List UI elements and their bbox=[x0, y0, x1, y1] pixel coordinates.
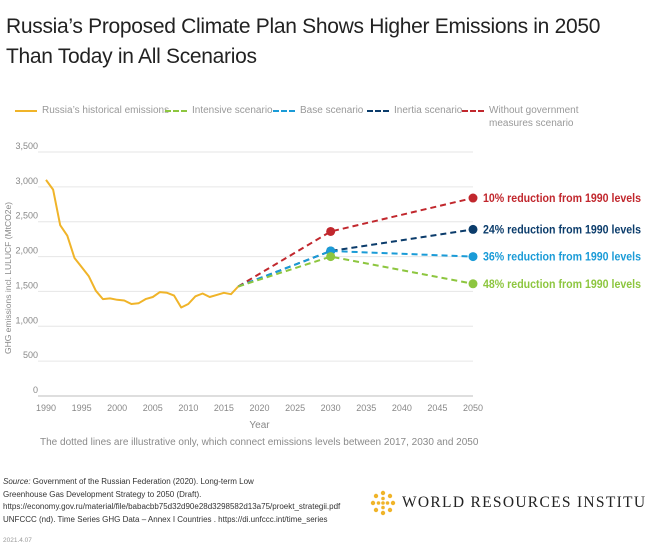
legend-swatch-without-measures bbox=[462, 110, 484, 112]
source-line-2: Greenhouse Gas Development Strategy to 2… bbox=[3, 489, 202, 499]
reduction-annotation: 10% reduction from 1990 levels bbox=[483, 193, 641, 205]
reduction-annotation: 24% reduction from 1990 levels bbox=[483, 224, 641, 236]
y-tick-label: 0 bbox=[33, 385, 38, 395]
legend-item-historical: Russia’s historical emissions bbox=[15, 104, 169, 117]
historical-line bbox=[45, 179, 239, 309]
y-tick-label: 3,000 bbox=[15, 176, 38, 186]
legend-label-base: Base scenario bbox=[300, 105, 364, 116]
y-tick-label: 2,500 bbox=[15, 211, 38, 221]
y-tick-label: 3,500 bbox=[15, 141, 38, 151]
x-tick-label: 2010 bbox=[178, 403, 198, 413]
scenario-line bbox=[237, 250, 474, 288]
x-tick-label: 2015 bbox=[214, 403, 234, 413]
legend: Russia’s historical emissions Intensive … bbox=[15, 104, 635, 136]
legend-swatch-historical bbox=[15, 110, 37, 112]
legend-label-inertia: Inertia scenario bbox=[394, 105, 463, 116]
scenario-point bbox=[468, 252, 478, 262]
x-tick-label: 2025 bbox=[285, 403, 305, 413]
y-axis-title: GHG emissions incl. LULUCF (MtCO2e) bbox=[3, 202, 13, 354]
y-tick-label: 1,500 bbox=[15, 280, 38, 290]
legend-item-inertia: Inertia scenario bbox=[367, 104, 462, 117]
wri-logo-text: WORLD RESOURCES INSTITUTE bbox=[402, 494, 645, 511]
legend-swatch-base bbox=[273, 110, 295, 112]
legend-item-base: Base scenario bbox=[273, 104, 363, 117]
x-tick-label: 2045 bbox=[427, 403, 447, 413]
x-tick-label: 1995 bbox=[72, 403, 92, 413]
source-line-4: UNFCCC (nd). Time Series GHG Data – Anne… bbox=[3, 514, 328, 524]
x-tick-label: 2005 bbox=[143, 403, 163, 413]
x-tick-label: 2040 bbox=[392, 403, 412, 413]
legend-swatch-intensive bbox=[165, 110, 187, 112]
date-stamp: 2021.4.07 bbox=[3, 537, 32, 544]
chart-title-line-2: Than Today in All Scenarios bbox=[6, 45, 257, 68]
x-axis-title: Year bbox=[249, 420, 270, 430]
reduction-annotation: 36% reduction from 1990 levels bbox=[483, 252, 641, 264]
x-tick-label: 1990 bbox=[36, 403, 56, 413]
x-tick-label: 2030 bbox=[321, 403, 341, 413]
chart-note: The dotted lines are illustrative only, … bbox=[40, 437, 479, 448]
source-block: Source: Government of the Russian Federa… bbox=[3, 476, 343, 526]
reduction-annotation: 48% reduction from 1990 levels bbox=[483, 279, 641, 291]
legend-label-intensive: Intensive scenario bbox=[192, 105, 273, 116]
scenario-line bbox=[237, 228, 474, 288]
chart-plot: 0 500 1,000 1,500 2,000 2,500 3,000 3,500 1990 19… bbox=[3, 141, 641, 430]
source-label: Source: bbox=[3, 477, 31, 486]
x-tick-label: 2035 bbox=[356, 403, 376, 413]
scenario-line bbox=[237, 255, 474, 288]
chart-title: Russia’s Proposed Climate Plan Shows Hig… bbox=[6, 12, 636, 72]
source-line-3: https://economy.gov.ru/material/file/bab… bbox=[3, 502, 341, 511]
legend-item-intensive: Intensive scenario bbox=[165, 104, 273, 117]
legend-label-historical: Russia’s historical emissions bbox=[42, 105, 170, 116]
scenario-point bbox=[326, 226, 336, 236]
scenario-line bbox=[237, 197, 474, 288]
y-tick-label: 500 bbox=[23, 350, 38, 360]
scenario-point bbox=[468, 279, 478, 289]
wri-logo: WORLD RESOURCES INSTITUTE bbox=[370, 490, 645, 516]
legend-label-without-measures: Without government measures scenario bbox=[489, 105, 579, 129]
scenario-point bbox=[326, 252, 336, 262]
legend-item-without-measures: Without government measures scenario bbox=[462, 104, 579, 130]
scenario-point bbox=[468, 224, 478, 234]
legend-swatch-inertia bbox=[367, 110, 389, 112]
y-tick-label: 1,000 bbox=[15, 315, 38, 325]
chart-title-line-1: Russia’s Proposed Climate Plan Shows Hig… bbox=[6, 15, 601, 38]
scenario-point bbox=[468, 193, 478, 203]
x-tick-label: 2050 bbox=[463, 403, 483, 413]
y-tick-label: 2,000 bbox=[15, 246, 38, 256]
x-tick-label: 2020 bbox=[249, 403, 269, 413]
source-line-1: Government of the Russian Federation (20… bbox=[30, 477, 254, 486]
wri-logo-icon bbox=[370, 490, 396, 516]
x-tick-label: 2000 bbox=[107, 403, 127, 413]
